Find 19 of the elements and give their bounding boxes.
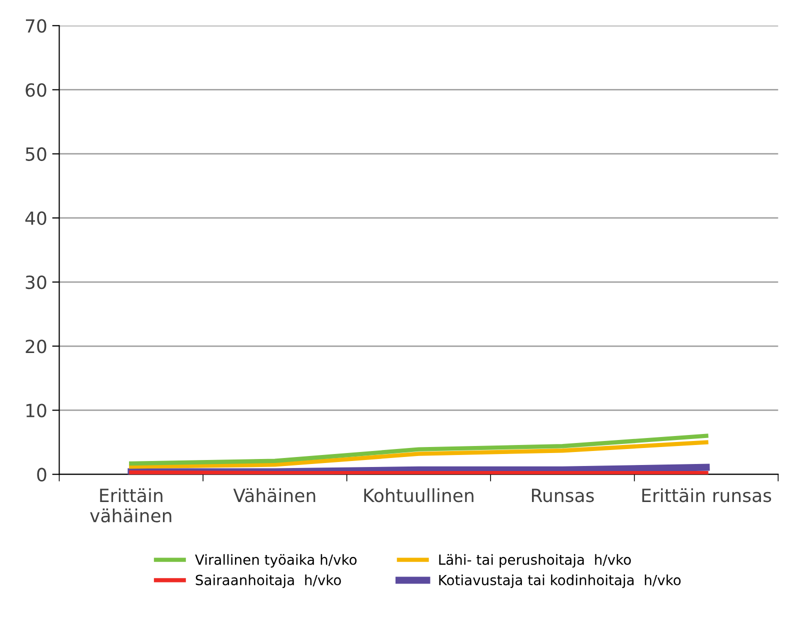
x-tick-label: Runsas — [532, 488, 594, 502]
y-tick-label: 0 — [37, 468, 46, 482]
legend-label: Lähi- tai perushoitaja h/vko — [439, 554, 631, 568]
y-tick-label: 10 — [26, 404, 46, 418]
y-tick-label: 40 — [25, 211, 46, 226]
y-tick-label: 20 — [26, 340, 46, 354]
legend-label: Virallinen työaika h/vko — [195, 554, 357, 568]
x-tick-label: Vähäinen — [233, 488, 316, 502]
line-series — [129, 434, 708, 466]
y-tick-label: 60 — [26, 83, 46, 97]
y-tick-label: 70 — [26, 19, 46, 33]
y-tick-label: 30 — [26, 276, 46, 290]
x-tick-label: Kohtuullinen — [364, 488, 474, 502]
legend-label: Kotiavustaja tai kodinhoitaja h/vko — [439, 574, 681, 588]
y-tick-label: 50 — [26, 147, 46, 161]
x-tick-label: Erittäin runsas — [642, 488, 772, 502]
line-series — [129, 440, 708, 469]
x-tick-label: Erittäin vähäinen — [90, 488, 172, 522]
legend-label: Sairaanhoitaja h/vko — [196, 574, 341, 588]
